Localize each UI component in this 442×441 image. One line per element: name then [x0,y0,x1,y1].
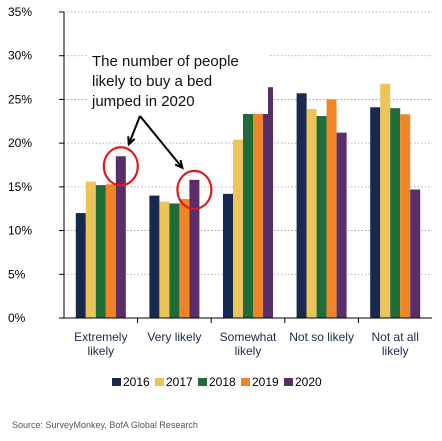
legend: 2016 2017 2018 2019 2020 [112,375,322,389]
bar-2017-cat1 [159,201,170,318]
x-category-label: likely [382,344,409,358]
x-category-label: Somewhat [220,330,277,344]
bar-2019-cat2 [253,102,263,319]
bar-2020-cat1 [189,179,200,318]
legend-label-2019: 2019 [252,375,279,389]
x-category-label: Not so likely [289,330,354,344]
legend-swatch-2019 [241,378,250,386]
bars [75,83,421,319]
bar-2018-cat2 [243,102,253,318]
legend-swatch-2016 [112,378,121,386]
annotation-text-line: jumped in 2020 [91,93,195,110]
y-tick-label: 35% [8,5,32,19]
highlight-circle [102,146,139,187]
highlight-circle [176,169,213,210]
x-category-label: likely [235,344,262,358]
axes: 0%5%10%15%20%25%30%35%ExtremelylikelyVer… [8,5,432,358]
bar-2020-cat3 [336,132,347,318]
arrow-to-very-likely-head [174,159,184,170]
x-category-label: Not at all [372,330,419,344]
bar-2019-cat0 [105,184,116,318]
bar-2019-cat4 [400,114,411,318]
annotation-text-line: likely to buy a bed [92,73,212,90]
legend-swatch-2018 [198,378,207,386]
y-tick-label: 15% [8,180,32,194]
bar-2018-cat1 [169,203,180,318]
x-category-label: Extremely [74,330,127,344]
y-tick-label: 20% [8,136,32,150]
bar-2017-cat4 [380,83,391,318]
bar-2017-cat0 [85,181,96,318]
bar-2016-cat1 [149,195,160,318]
arrow-to-very-likely [139,115,184,169]
source-note: Source: SurveyMonkey, BofA Global Resear… [12,420,198,430]
bar-2016-cat0 [75,213,86,318]
bar-2019-cat3 [326,99,337,318]
bar-2020-cat4 [410,189,421,318]
legend-label-2018: 2018 [209,375,236,389]
legend-label-2017: 2017 [166,375,193,389]
bar-2016-cat2 [223,193,233,318]
y-tick-label: 30% [8,49,32,63]
legend-label-2020: 2020 [295,375,322,389]
annotation-box [88,50,268,114]
bar-2017-cat2 [233,139,243,318]
y-tick-label: 5% [8,267,26,281]
legend-swatch-2017 [155,378,164,386]
bar-2018-cat0 [95,185,106,318]
bar-2016-cat3 [296,93,307,319]
legend-label-2016: 2016 [123,375,150,389]
legend-swatch-2020 [284,378,293,386]
bar-2019-cat1 [179,199,190,318]
y-tick-label: 10% [8,224,32,238]
bar-2018-cat4 [390,108,401,319]
arrow-to-extremely-likely-head [127,136,136,147]
y-tick-label: 0% [8,311,26,325]
annotation: The number of people likely to buy a bed j… [88,50,268,210]
x-category-label: likely [87,344,114,358]
bar-2016-cat4 [370,107,381,318]
y-tick-label: 25% [8,92,32,106]
bar-2020-cat0 [115,156,126,318]
arrow-to-extremely-likely [127,115,141,145]
annotation-text-line: The number of people [92,53,239,70]
x-category-label: Very likely [147,330,201,344]
bar-2017-cat3 [306,109,317,318]
bar-2018-cat3 [316,116,327,318]
bar-2020-cat2 [263,87,273,318]
